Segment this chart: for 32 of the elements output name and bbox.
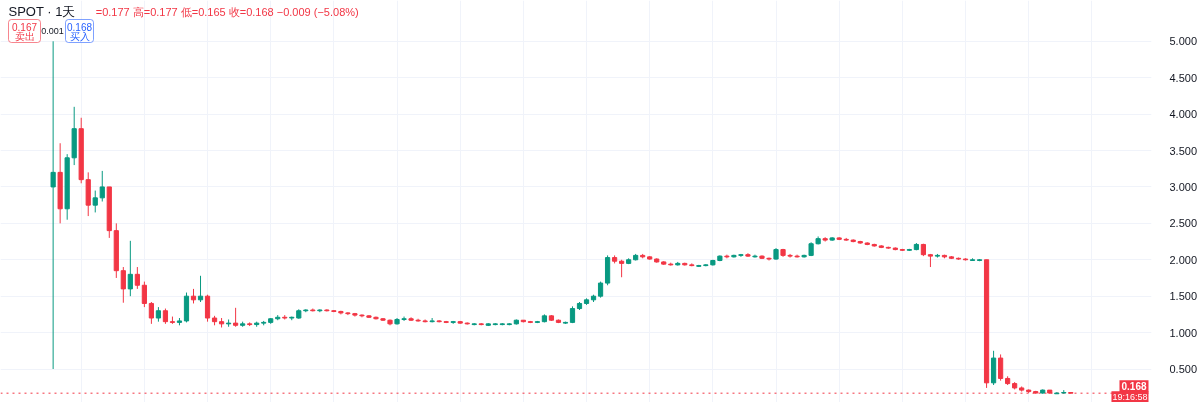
y-tick-label: 0.500 [1169,363,1198,375]
y-tick-label: 2.500 [1169,217,1198,230]
y-tick-label: 3.500 [1169,144,1198,157]
annotation: 0.168 [66,21,93,33]
candlestick [429,317,435,323]
candlestick [204,294,211,323]
y-tick-label: 4.500 [1169,71,1198,84]
annotation: 0.001 [41,25,64,36]
text: =0.177 高=0.177 低=0.165 收=0.168 −0.009 (−5.08%) [95,5,359,18]
candlestick [134,266,140,290]
ref-line-label: 0.168 [1121,381,1147,393]
candlestick [92,190,98,213]
chart-title: SPOT · 1天 [8,4,76,19]
y-tick-label: 3.000 [1169,180,1198,193]
annotation: 19:16:58 [1112,392,1148,402]
annotation: 卖出 [14,31,35,42]
candlestick [998,353,1004,382]
candlestick [127,240,133,297]
y-tick-label: 5.000 [1169,35,1198,48]
candlestick [50,40,56,370]
candlestick [822,236,828,243]
annotation: 0.167 [11,21,38,33]
annotation: 买入 [69,31,90,42]
y-tick-label: 4.000 [1169,108,1198,121]
candlestick [141,281,147,308]
y-tick-label: 1.000 [1169,326,1198,339]
y-tick-label: 1.500 [1169,290,1198,303]
y-tick-label: 2.000 [1169,253,1198,266]
candlestick [148,301,154,325]
candlestick [99,170,105,202]
candlestick [120,266,126,304]
candlestick [233,307,239,328]
